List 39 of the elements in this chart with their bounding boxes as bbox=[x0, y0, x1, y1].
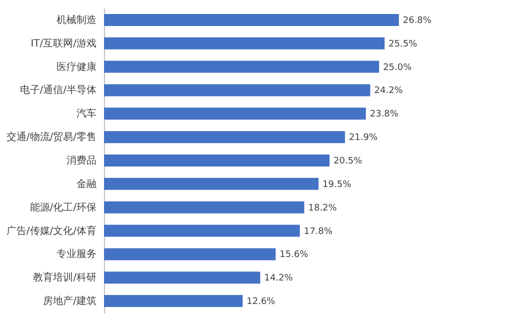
y-tick-label: 金融 bbox=[76, 178, 96, 190]
bar bbox=[104, 224, 300, 237]
data-label: 24.2% bbox=[374, 86, 404, 96]
data-label: 17.8% bbox=[304, 226, 333, 237]
bar bbox=[104, 60, 380, 73]
y-tick-label: 消费品 bbox=[66, 154, 96, 166]
bar bbox=[104, 248, 276, 260]
y-tick-label: 机械制造 bbox=[56, 14, 96, 26]
y-tick-label: 电子/通信/半导体 bbox=[20, 84, 96, 96]
bar bbox=[104, 84, 370, 96]
data-label: 25.0% bbox=[383, 62, 412, 73]
y-tick-label: 能源/化工/环保 bbox=[30, 201, 96, 214]
data-label: 26.8% bbox=[402, 16, 432, 26]
bar bbox=[104, 154, 330, 166]
bar bbox=[104, 37, 385, 50]
bar bbox=[104, 108, 366, 120]
bar bbox=[104, 131, 345, 144]
y-tick-label: 广告/传媒/文化/体育 bbox=[6, 224, 96, 237]
y-tick-label: 专业服务 bbox=[56, 248, 96, 260]
data-label: 18.2% bbox=[308, 203, 338, 214]
bar bbox=[104, 272, 260, 284]
bar bbox=[104, 201, 304, 214]
data-label: 19.5% bbox=[322, 180, 352, 190]
data-label: 25.5% bbox=[388, 39, 418, 50]
data-label: 12.6% bbox=[246, 297, 276, 308]
data-label: 15.6% bbox=[280, 250, 309, 260]
data-label: 23.8% bbox=[370, 110, 399, 120]
y-tick-label: 医疗健康 bbox=[56, 60, 96, 73]
data-label: 14.2% bbox=[264, 274, 294, 284]
y-tick-label: 房地产/建筑 bbox=[43, 295, 96, 308]
y-tick-label: 教育培训/科研 bbox=[33, 272, 96, 284]
bar bbox=[104, 14, 399, 26]
y-tick-label: IT/互联网/游戏 bbox=[30, 37, 96, 50]
bar bbox=[104, 295, 243, 308]
data-label: 21.9% bbox=[348, 133, 378, 144]
y-tick-label: 交通/物流/贸易/零售 bbox=[6, 131, 96, 144]
y-tick-label: 汽车 bbox=[76, 108, 96, 120]
bar bbox=[104, 178, 319, 190]
data-label: 20.5% bbox=[334, 156, 363, 166]
